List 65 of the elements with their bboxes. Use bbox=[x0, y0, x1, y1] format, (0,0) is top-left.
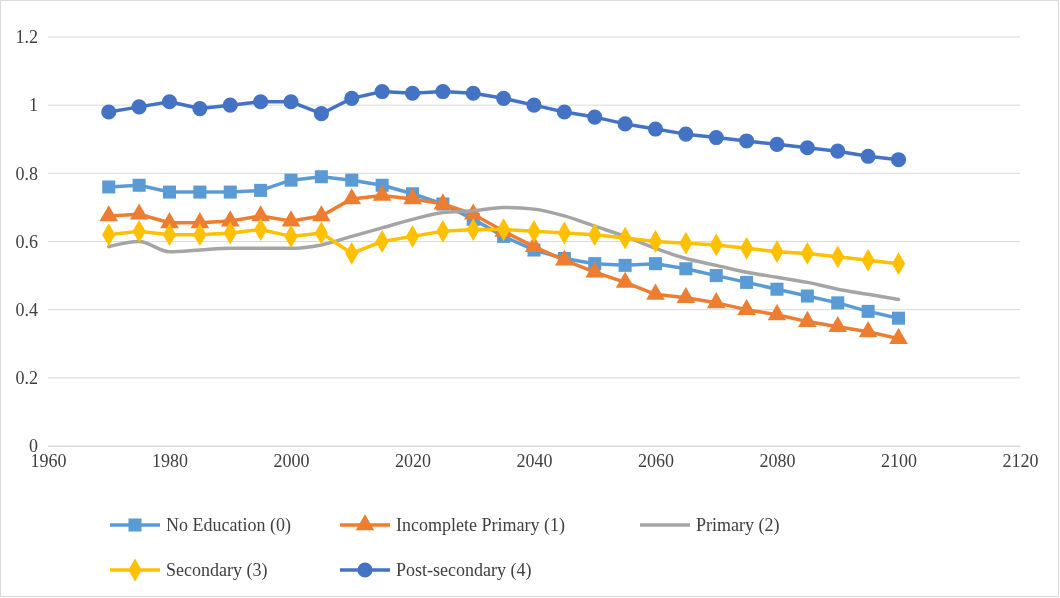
point bbox=[678, 126, 694, 142]
y-tick-label: 0.8 bbox=[15, 163, 38, 184]
point bbox=[131, 99, 147, 115]
x-tick-label: 2020 bbox=[395, 450, 431, 471]
legend-label: Primary (2) bbox=[696, 515, 780, 536]
x-tick-label: 2040 bbox=[516, 450, 553, 471]
point bbox=[890, 152, 907, 168]
point bbox=[526, 97, 542, 113]
legend-label: Secondary (3) bbox=[166, 560, 268, 581]
x-tick-label: 2060 bbox=[638, 450, 674, 471]
point bbox=[739, 133, 755, 149]
point bbox=[374, 83, 390, 100]
point bbox=[647, 121, 664, 137]
y-tick-label: 0.2 bbox=[15, 368, 38, 389]
point bbox=[709, 269, 723, 283]
point bbox=[101, 104, 117, 120]
point bbox=[708, 129, 724, 146]
x-tick-label: 2120 bbox=[1002, 450, 1039, 471]
point bbox=[496, 90, 512, 106]
point bbox=[254, 183, 268, 197]
point bbox=[193, 185, 207, 199]
point bbox=[344, 90, 360, 106]
point bbox=[435, 83, 451, 100]
point bbox=[770, 282, 784, 296]
y-tick-label: 1 bbox=[29, 95, 38, 116]
point bbox=[587, 109, 603, 125]
point bbox=[283, 94, 299, 110]
x-tick-label: 2100 bbox=[881, 450, 917, 471]
point bbox=[465, 85, 481, 101]
point bbox=[861, 304, 875, 318]
point bbox=[860, 148, 876, 164]
point bbox=[891, 311, 906, 325]
point bbox=[162, 185, 177, 199]
point bbox=[617, 116, 633, 132]
point bbox=[161, 94, 178, 110]
point bbox=[192, 101, 208, 117]
point bbox=[799, 140, 815, 156]
point bbox=[314, 170, 328, 184]
point bbox=[345, 173, 359, 187]
point bbox=[313, 106, 329, 122]
point bbox=[679, 262, 693, 276]
legend-label: Incomplete Primary (1) bbox=[396, 515, 565, 536]
point bbox=[223, 185, 237, 199]
point bbox=[740, 275, 754, 289]
x-tick-label: 1980 bbox=[152, 450, 188, 471]
point bbox=[222, 97, 238, 113]
legend-label: No Education (0) bbox=[166, 515, 291, 536]
point bbox=[556, 104, 572, 120]
point bbox=[831, 296, 845, 310]
point bbox=[404, 85, 421, 101]
point bbox=[800, 289, 814, 303]
point bbox=[830, 143, 846, 159]
point bbox=[769, 136, 785, 152]
point bbox=[132, 178, 146, 192]
y-tick-label: 0.4 bbox=[15, 299, 38, 320]
point bbox=[102, 180, 116, 194]
x-tick-label: 2000 bbox=[273, 450, 310, 471]
x-tick-label: 2080 bbox=[759, 450, 796, 471]
legend-label: Post-secondary (4) bbox=[396, 560, 532, 581]
point bbox=[253, 94, 269, 110]
point bbox=[648, 257, 663, 271]
y-tick-label: 1.2 bbox=[15, 27, 38, 48]
point bbox=[618, 258, 632, 272]
point bbox=[284, 173, 298, 187]
y-tick-label: 0.6 bbox=[15, 231, 38, 252]
